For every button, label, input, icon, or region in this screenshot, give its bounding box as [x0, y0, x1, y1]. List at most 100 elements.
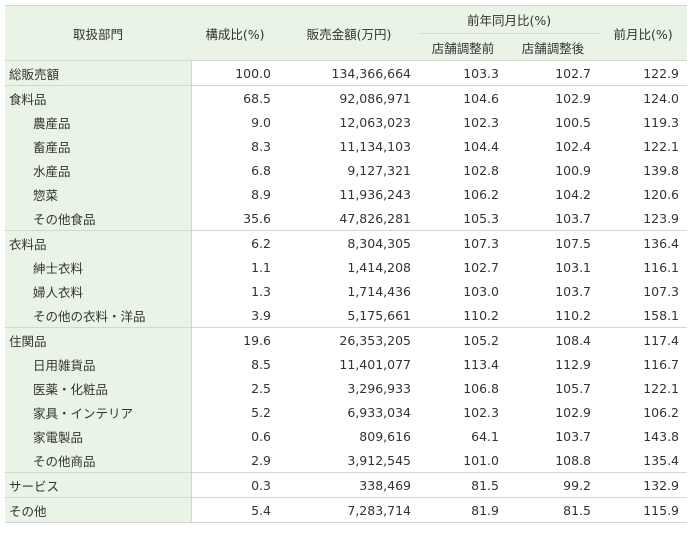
- header-dept: 取扱部門: [5, 5, 191, 61]
- row-ratio: 8.5: [251, 356, 271, 372]
- row-mom: 122.1: [643, 138, 680, 154]
- row-yoy-before: 102.7: [463, 259, 499, 275]
- row-sales: 12,063,023: [339, 114, 411, 130]
- row-mom: 122.1: [643, 380, 680, 396]
- row-dept-name: 総販売額: [5, 60, 192, 86]
- row-ratio: 9.0: [251, 114, 271, 130]
- row-ratio: 2.9: [251, 452, 271, 468]
- row-mom: 158.1: [643, 307, 680, 323]
- row-mom: 136.4: [599, 230, 688, 255]
- table-row: サービス 0.3 338,469 81.5 99.2 132.9: [5, 472, 688, 498]
- row-yoy-before: 106.2: [463, 186, 499, 202]
- row-yoy-before: 107.3: [419, 230, 507, 255]
- row-yoy-before: 102.3: [463, 114, 499, 130]
- table-row: その他商品 2.9 3,912,545 101.0 108.8 135.4: [5, 448, 687, 473]
- row-yoy-after: 108.8: [555, 452, 592, 468]
- row-dept-name: 紳士衣料: [5, 255, 192, 279]
- row-yoy-after: 103.7: [555, 210, 592, 226]
- row-mom: 115.9: [599, 497, 688, 523]
- table-row: その他 5.4 7,283,714 81.9 81.5 115.9: [5, 497, 688, 523]
- row-dept-name: 農産品: [5, 110, 192, 134]
- row-dept-name: サービス: [5, 472, 192, 498]
- row-dept-name: その他: [5, 497, 192, 523]
- row-yoy-after: 102.9: [507, 85, 600, 110]
- row-mom: 107.3: [643, 283, 680, 299]
- row-yoy-after: 104.2: [555, 186, 592, 202]
- row-sales: 26,353,205: [279, 327, 419, 352]
- row-yoy-after: 112.9: [555, 356, 592, 372]
- row-sales: 338,469: [279, 472, 419, 498]
- row-dept-name: 家具・インテリア: [5, 400, 192, 424]
- row-mom: 116.7: [643, 356, 680, 372]
- row-yoy-before: 81.5: [419, 472, 507, 498]
- header-yoy: 前年同月比(%): [419, 5, 600, 34]
- row-dept-name: 衣料品: [5, 230, 192, 255]
- row-yoy-after: 81.5: [507, 497, 600, 523]
- row-yoy-after: 110.2: [555, 307, 592, 323]
- table-body: 総販売額 100.0 134,366,664 103.3 102.7 122.9 食料品 68…: [5, 60, 688, 523]
- row-mom: 143.8: [643, 428, 680, 444]
- table-row: その他食品 35.6 47,826,281 105.3 103.7 123.9: [5, 206, 687, 231]
- row-ratio: 2.5: [251, 380, 271, 396]
- row-ratio: 6.2: [191, 230, 279, 255]
- row-yoy-before: 106.8: [463, 380, 499, 396]
- row-dept-name: その他食品: [5, 206, 192, 231]
- table-row: 日用雑貨品 8.5 11,401,077 113.4 112.9 116.7: [5, 352, 687, 376]
- row-ratio: 5.2: [251, 404, 271, 420]
- row-mom: 123.9: [643, 210, 680, 226]
- row-yoy-before: 102.3: [463, 404, 499, 420]
- row-sales: 8,304,305: [279, 230, 419, 255]
- row-yoy-after: 107.5: [507, 230, 600, 255]
- row-ratio: 3.9: [251, 307, 271, 323]
- row-yoy-before: 105.3: [463, 210, 499, 226]
- row-dept-name: 畜産品: [5, 134, 192, 158]
- row-mom: 135.4: [643, 452, 680, 468]
- row-dept-name: 惣菜: [5, 182, 192, 206]
- table-row: 畜産品 8.3 11,134,103 104.4 102.4 122.1: [5, 134, 687, 158]
- row-dept-name: 日用雑貨品: [5, 352, 192, 376]
- table-row: その他の衣料・洋品 3.9 5,175,661 110.2 110.2 158.1: [5, 303, 687, 328]
- row-sales: 6,933,034: [347, 404, 411, 420]
- row-yoy-before: 102.8: [463, 162, 499, 178]
- row-yoy-after: 105.7: [555, 380, 592, 396]
- row-dept-name: 食料品: [5, 85, 192, 110]
- sales-table: 取扱部門 構成比(%) 販売金額(万円) 前年同月比(%) 前月比(%) 店舗調…: [5, 5, 688, 523]
- row-ratio: 100.0: [191, 60, 279, 86]
- row-dept-name: その他商品: [5, 448, 192, 473]
- table-row: 住関品 19.6 26,353,205 105.2 108.4 117.4: [5, 327, 688, 352]
- row-yoy-after: 102.7: [507, 60, 600, 86]
- row-ratio: 68.5: [191, 85, 279, 110]
- row-sales: 809,616: [359, 428, 411, 444]
- table-header: 取扱部門 構成比(%) 販売金額(万円) 前年同月比(%) 前月比(%) 店舗調…: [5, 5, 688, 61]
- row-sales: 47,826,281: [339, 210, 411, 226]
- row-sales: 9,127,321: [347, 162, 411, 178]
- row-mom: 124.0: [599, 85, 688, 110]
- row-mom: 132.9: [599, 472, 688, 498]
- row-yoy-before: 105.2: [419, 327, 507, 352]
- row-yoy-after: 100.5: [555, 114, 592, 130]
- header-yoy-before: 店舗調整前: [419, 33, 507, 61]
- row-dept-name: 住関品: [5, 327, 192, 352]
- table-row: 惣菜 8.9 11,936,243 106.2 104.2 120.6: [5, 182, 687, 206]
- row-yoy-after: 103.1: [555, 259, 592, 275]
- row-yoy-before: 104.6: [419, 85, 507, 110]
- row-mom: 117.4: [599, 327, 688, 352]
- header-yoy-after: 店舗調整後: [507, 33, 600, 61]
- row-dept-name: 家電製品: [5, 424, 192, 448]
- table-row: 総販売額 100.0 134,366,664 103.3 102.7 122.9: [5, 60, 688, 86]
- header-ratio: 構成比(%): [191, 5, 279, 61]
- row-yoy-before: 101.0: [463, 452, 499, 468]
- row-mom: 106.2: [643, 404, 680, 420]
- row-ratio: 1.3: [251, 283, 271, 299]
- row-sales: 3,912,545: [347, 452, 411, 468]
- row-mom: 119.3: [643, 114, 680, 130]
- row-dept-name: 水産品: [5, 158, 192, 182]
- row-mom: 120.6: [643, 186, 680, 202]
- row-yoy-before: 103.3: [419, 60, 507, 86]
- row-ratio: 6.8: [251, 162, 271, 178]
- header-mom: 前月比(%): [599, 5, 688, 61]
- row-yoy-before: 64.1: [471, 428, 499, 444]
- table-row: 衣料品 6.2 8,304,305 107.3 107.5 136.4: [5, 230, 688, 255]
- row-yoy-before: 113.4: [463, 356, 499, 372]
- row-ratio: 8.3: [251, 138, 271, 154]
